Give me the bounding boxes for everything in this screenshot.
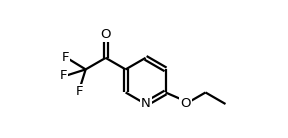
- Text: O: O: [180, 98, 191, 111]
- Text: F: F: [62, 51, 69, 64]
- Text: F: F: [60, 69, 67, 82]
- Text: F: F: [76, 85, 84, 98]
- Text: N: N: [141, 98, 150, 111]
- Text: O: O: [101, 28, 111, 41]
